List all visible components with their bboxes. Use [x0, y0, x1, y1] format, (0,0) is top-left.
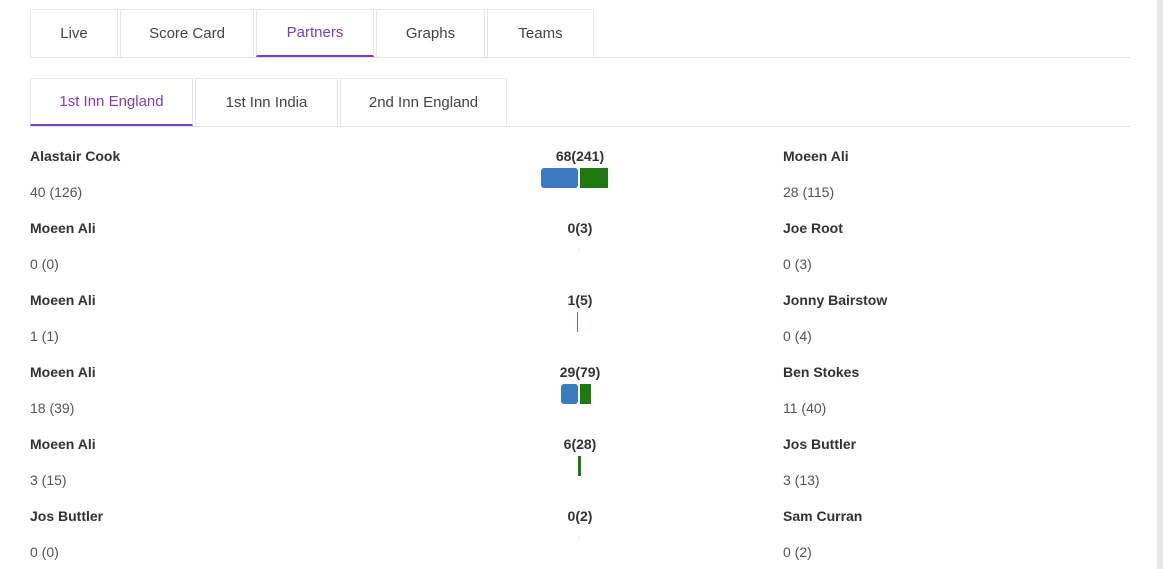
empty-contribution-bar — [579, 536, 580, 539]
left-contribution-bar — [577, 312, 578, 332]
partnership-row: Jos Buttler 0 (0) 0(2) Sam Curran 0 (2) — [30, 508, 1130, 569]
right-batsman-name: Jonny Bairstow — [783, 292, 888, 308]
right-batsman-score: 0 (2) — [783, 544, 812, 560]
left-batsman-name: Moeen Ali — [30, 364, 96, 380]
partnership-row: Moeen Ali 0 (0) 0(3) Joe Root 0 (3) — [30, 220, 1130, 292]
tab-1st-inn-india[interactable]: 1st Inn India — [195, 78, 338, 126]
partnership-bar — [30, 312, 1130, 332]
tab-teams[interactable]: Teams — [487, 9, 594, 57]
tab-live[interactable]: Live — [30, 9, 118, 57]
partnership-total: 0(2) — [567, 508, 593, 524]
partnership-bar — [30, 456, 1130, 476]
partnership-total: 1(5) — [567, 292, 593, 308]
partnership-bar — [30, 384, 1130, 404]
left-batsman-score: 1 (1) — [30, 328, 59, 344]
partnership-total: 29(79) — [559, 364, 601, 380]
partnership-bar — [30, 528, 1130, 548]
partnership-row: Moeen Ali 18 (39) 29(79) Ben Stokes 11 (40) — [30, 364, 1130, 436]
right-batsman-name: Joe Root — [783, 220, 843, 236]
left-batsman-name: Moeen Ali — [30, 292, 96, 308]
partnership-bar — [30, 240, 1130, 260]
right-contribution-bar — [578, 456, 581, 476]
tab-1st-inn-england[interactable]: 1st Inn England — [30, 78, 193, 126]
scrollbar-track[interactable] — [1157, 0, 1163, 569]
left-batsman-score: 18 (39) — [30, 400, 75, 416]
left-batsman-name: Jos Buttler — [30, 508, 104, 524]
tab-partners[interactable]: Partners — [256, 9, 374, 57]
right-contribution-bar — [580, 384, 591, 404]
partnership-total: 68(241) — [555, 148, 605, 164]
right-batsman-name: Ben Stokes — [783, 364, 860, 380]
partnership-total: 0(3) — [567, 220, 593, 236]
right-batsman-score: 0 (3) — [783, 256, 812, 272]
right-batsman-score: 11 (40) — [783, 400, 827, 416]
partnership-row: Alastair Cook 40 (126) 68(241) Moeen Ali 28 … — [30, 148, 1130, 220]
right-batsman-score: 28 (115) — [783, 184, 835, 200]
left-batsman-score: 0 (0) — [30, 256, 59, 272]
partnership-row: Moeen Ali 1 (1) 1(5) Jonny Bairstow 0 (4) — [30, 292, 1130, 364]
right-contribution-bar — [580, 168, 608, 188]
partnership-row: Moeen Ali 3 (15) 6(28) Jos Buttler 3 (13) — [30, 436, 1130, 508]
innings-tab-bar: 1st Inn England 1st Inn India 2nd Inn En… — [30, 78, 1130, 127]
partnership-total: 6(28) — [563, 436, 597, 452]
left-batsman-name: Alastair Cook — [30, 148, 121, 164]
tab-graphs[interactable]: Graphs — [376, 9, 485, 57]
left-batsman-score: 0 (0) — [30, 544, 59, 560]
left-contribution-bar — [541, 168, 578, 188]
left-batsman-name: Moeen Ali — [30, 220, 96, 236]
left-batsman-name: Moeen Ali — [30, 436, 96, 452]
right-batsman-name: Sam Curran — [783, 508, 863, 524]
left-batsman-score: 40 (126) — [30, 184, 83, 200]
right-batsman-name: Jos Buttler — [783, 436, 857, 452]
right-batsman-name: Moeen Ali — [783, 148, 849, 164]
tab-score-card[interactable]: Score Card — [120, 9, 254, 57]
empty-contribution-bar — [579, 248, 580, 251]
left-batsman-score: 3 (15) — [30, 472, 67, 488]
left-contribution-bar — [561, 384, 578, 404]
main-tab-bar: Live Score Card Partners Graphs Teams — [30, 9, 1130, 58]
right-batsman-score: 0 (4) — [783, 328, 812, 344]
tab-2nd-inn-england[interactable]: 2nd Inn England — [340, 78, 507, 126]
right-batsman-score: 3 (13) — [783, 472, 820, 488]
partnership-bar — [30, 168, 1130, 188]
